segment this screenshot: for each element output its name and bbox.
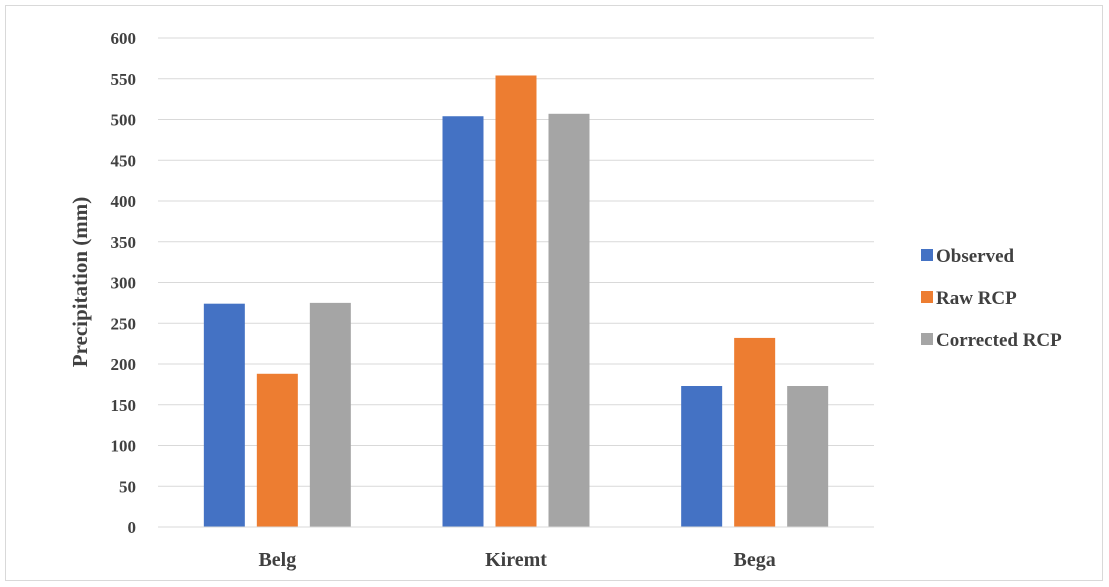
bar-raw-rcp-kiremt bbox=[495, 75, 537, 528]
bar-raw-rcp-belg bbox=[256, 373, 298, 527]
y-tick-label: 200 bbox=[111, 355, 137, 374]
bar-corrected-rcp-kiremt bbox=[548, 113, 590, 528]
y-tick-label: 250 bbox=[111, 314, 137, 333]
bar-raw-rcp-bega bbox=[734, 337, 776, 527]
y-tick-label: 600 bbox=[111, 29, 137, 48]
bar-observed-bega bbox=[681, 386, 723, 527]
y-tick-label: 500 bbox=[111, 111, 137, 130]
y-tick-label: 300 bbox=[111, 274, 137, 293]
legend-label: Observed bbox=[936, 246, 1015, 267]
y-tick-label: 50 bbox=[119, 477, 136, 496]
legend-swatch bbox=[921, 333, 933, 345]
y-tick-label: 400 bbox=[111, 192, 137, 211]
x-axis: Belg Kiremt Bega bbox=[158, 526, 874, 571]
y-tick-label: 150 bbox=[111, 396, 137, 415]
bar-corrected-rcp-bega bbox=[787, 386, 829, 527]
bar-observed-belg bbox=[203, 303, 245, 527]
x-category-label: Belg bbox=[258, 549, 296, 571]
y-axis-ticks: 0 50 100 150 200 250 300 350 400 450 500 550 600 bbox=[111, 29, 137, 537]
y-tick-label: 550 bbox=[111, 70, 137, 89]
legend-swatch bbox=[921, 249, 933, 261]
legend-swatch bbox=[921, 291, 933, 303]
y-tick-label: 0 bbox=[128, 518, 137, 537]
y-tick-label: 350 bbox=[111, 233, 137, 252]
y-tick-label: 100 bbox=[111, 437, 137, 456]
y-axis-label: Precipitation (mm) bbox=[68, 197, 92, 367]
bar-corrected-rcp-belg bbox=[309, 302, 351, 527]
legend: Observed Raw RCP Corrected RCP bbox=[921, 246, 1062, 351]
bars bbox=[203, 75, 829, 528]
x-category-label: Bega bbox=[734, 549, 776, 571]
legend-label: Corrected RCP bbox=[936, 330, 1062, 351]
x-category-label: Kiremt bbox=[485, 549, 547, 571]
bar-observed-kiremt bbox=[442, 116, 484, 528]
legend-label: Raw RCP bbox=[936, 288, 1017, 309]
y-tick-label: 450 bbox=[111, 151, 137, 170]
